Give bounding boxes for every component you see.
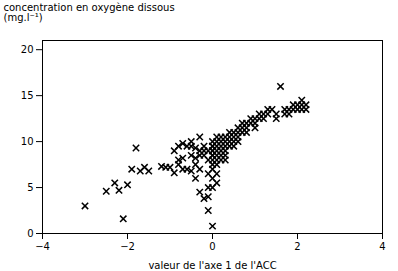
svg-text:20: 20 (21, 44, 34, 55)
svg-text:−2: −2 (120, 241, 135, 252)
svg-text:15: 15 (21, 90, 34, 101)
svg-text:4: 4 (379, 241, 385, 252)
svg-text:5: 5 (27, 182, 33, 193)
svg-text:10: 10 (21, 136, 34, 147)
svg-text:2: 2 (294, 241, 300, 252)
svg-text:concentration en oxygène disso: concentration en oxygène dissous(mg.l⁻¹) (4, 2, 175, 23)
svg-text:valeur de l'axe 1 de l'ACC: valeur de l'axe 1 de l'ACC (148, 260, 276, 271)
svg-text:0: 0 (27, 228, 33, 239)
svg-text:−4: −4 (35, 241, 50, 252)
svg-text:0: 0 (209, 241, 215, 252)
